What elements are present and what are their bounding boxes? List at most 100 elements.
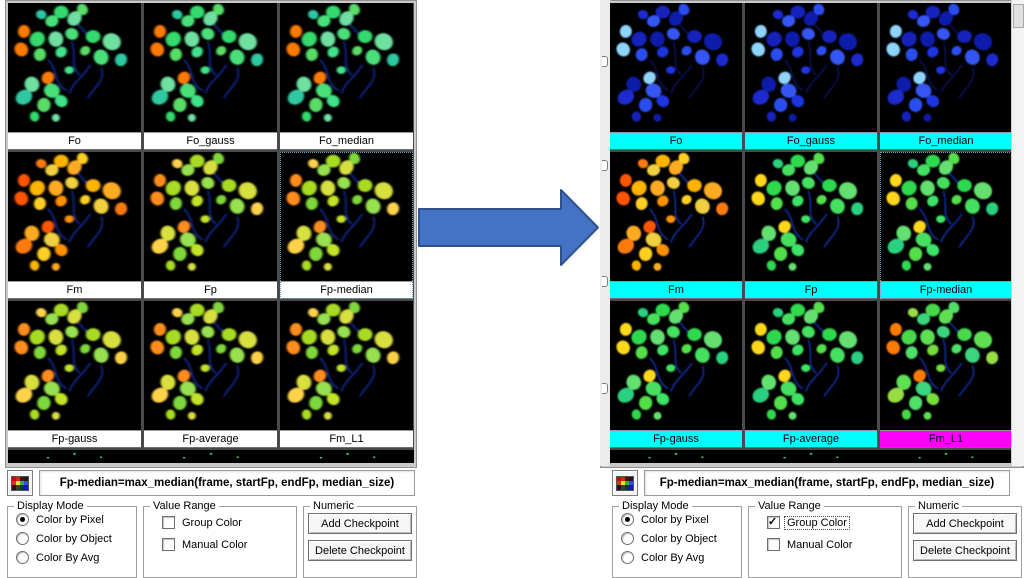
radio-label: Color By Avg: [36, 551, 100, 564]
fluorescence-image[interactable]: [144, 3, 277, 132]
fluorescence-image[interactable]: [745, 3, 877, 132]
colormap-icon-button[interactable]: [612, 470, 638, 496]
image-label: Fo: [610, 132, 742, 150]
clipped-image: [144, 450, 278, 463]
radio-icon[interactable]: [621, 551, 634, 564]
image-cell[interactable]: Fp-gauss: [610, 301, 742, 448]
radio-label: Color by Pixel: [36, 513, 104, 526]
fluorescence-image[interactable]: [880, 301, 1012, 430]
fluorescence-image[interactable]: [8, 3, 141, 132]
fluorescence-image[interactable]: [880, 3, 1012, 132]
image-cell[interactable]: Fo_median: [280, 3, 413, 150]
radio-color-by-object[interactable]: Color by Object: [621, 532, 741, 545]
clipped-image: [745, 450, 877, 463]
fluorescence-image[interactable]: [610, 152, 742, 281]
fluorescence-image[interactable]: [745, 301, 877, 430]
image-label: Fp-median: [280, 281, 413, 299]
fluorescence-image[interactable]: [144, 152, 277, 281]
group-title: Value Range: [150, 500, 219, 512]
image-cell[interactable]: Fo: [610, 3, 742, 150]
image-cell[interactable]: Fp-median: [280, 152, 413, 299]
radio-color-by-pixel[interactable]: Color by Pixel: [16, 513, 136, 526]
fluorescence-image[interactable]: [280, 3, 413, 132]
checkbox-icon[interactable]: [162, 538, 175, 551]
checkbox-group-color[interactable]: Group Color: [767, 515, 901, 530]
image-cell[interactable]: Fp-average: [745, 301, 877, 448]
fluorescence-image[interactable]: [8, 152, 141, 281]
clipped-digit-fragment: [602, 56, 608, 67]
checkbox-icon[interactable]: [767, 515, 780, 529]
image-cell[interactable]: Fp-median: [880, 152, 1012, 299]
image-label: Fm_L1: [880, 430, 1012, 448]
image-cell[interactable]: Fm_L1: [880, 301, 1012, 448]
colormap-icon-button[interactable]: [7, 470, 33, 496]
clipped-image: [280, 450, 414, 463]
image-grid: Fo Fo_gauss Fo_median Fm Fp Fp-median Fp…: [610, 3, 1012, 463]
clipped-image: [610, 450, 742, 463]
checkbox-group-color[interactable]: Group Color: [162, 516, 296, 529]
fluorescence-image[interactable]: [144, 301, 277, 430]
image-label: Fo_gauss: [144, 132, 277, 150]
image-cell[interactable]: Fp: [745, 152, 877, 299]
formula-display: Fp-median=max_median(frame, startFp, end…: [39, 470, 415, 496]
image-label: Fm_L1: [280, 430, 413, 448]
image-cell[interactable]: Fm_L1: [280, 301, 413, 448]
image-cell[interactable]: Fp-average: [144, 301, 277, 448]
radio-icon[interactable]: [621, 532, 634, 545]
checkbox-label: Group Color: [784, 515, 850, 530]
radio-label: Color by Object: [641, 532, 717, 545]
image-matrix-panel-before: Fo Fo_gauss Fo_median Fm Fp Fp-median Fp…: [5, 0, 417, 578]
radio-icon[interactable]: [16, 513, 29, 526]
fluorescence-image[interactable]: [610, 301, 742, 430]
checkbox-manual-color[interactable]: Manual Color: [162, 538, 296, 551]
fluorescence-image[interactable]: [610, 3, 742, 132]
checkbox-icon[interactable]: [767, 538, 780, 551]
group-title: Value Range: [755, 500, 824, 512]
radio-color-by-pixel[interactable]: Color by Pixel: [621, 513, 741, 526]
clipped-next-row: [8, 450, 414, 463]
add-checkpoint-button[interactable]: Add Checkpoint: [913, 513, 1017, 534]
grid-row: Fm Fp Fp-median: [610, 152, 1012, 299]
fluorescence-image[interactable]: [280, 152, 413, 281]
image-cell[interactable]: Fo: [8, 3, 141, 150]
image-cell[interactable]: Fo_median: [880, 3, 1012, 150]
image-grid: Fo Fo_gauss Fo_median Fm Fp Fp-median Fp…: [8, 3, 414, 463]
fluorescence-image[interactable]: [280, 301, 413, 430]
image-cell[interactable]: Fm: [610, 152, 742, 299]
image-cell[interactable]: Fp-gauss: [8, 301, 141, 448]
fluorescence-image[interactable]: [880, 152, 1012, 281]
image-label: Fp-average: [144, 430, 277, 448]
delete-checkpoint-button[interactable]: Delete Checkpoint: [913, 540, 1017, 561]
image-label: Fo: [8, 132, 141, 150]
image-cell[interactable]: Fo_gauss: [745, 3, 877, 150]
radio-icon[interactable]: [621, 513, 634, 526]
clipped-digit-fragment: [602, 383, 608, 394]
image-cell[interactable]: Fm: [8, 152, 141, 299]
vertical-scrollbar[interactable]: [1011, 0, 1024, 466]
radio-color-by-avg[interactable]: Color By Avg: [621, 551, 741, 564]
radio-color-by-avg[interactable]: Color By Avg: [16, 551, 136, 564]
numeric-group: Numeric Add Checkpoint Delete Checkpoint: [908, 500, 1022, 578]
formula-display: Fp-median=max_median(frame, startFp, end…: [644, 470, 1010, 496]
radio-icon[interactable]: [16, 532, 29, 545]
formula-toolbar: Fp-median=max_median(frame, startFp, end…: [7, 470, 415, 496]
fluorescence-image[interactable]: [745, 152, 877, 281]
image-matrix-panel-after: Fo Fo_gauss Fo_median Fm Fp Fp-median Fp…: [600, 0, 1024, 578]
radio-icon[interactable]: [16, 551, 29, 564]
scrollbar-thumb[interactable]: [1013, 4, 1024, 28]
image-cell[interactable]: Fp: [144, 152, 277, 299]
image-label: Fm: [610, 281, 742, 299]
image-cell[interactable]: Fo_gauss: [144, 3, 277, 150]
group-title: Numeric: [915, 500, 962, 512]
fluorescence-image[interactable]: [8, 301, 141, 430]
clipped-image: [880, 450, 1012, 463]
delete-checkpoint-button[interactable]: Delete Checkpoint: [308, 540, 412, 561]
checkbox-icon[interactable]: [162, 516, 175, 529]
group-title: Display Mode: [14, 500, 87, 512]
image-label: Fp-median: [880, 281, 1012, 299]
checkbox-label: Manual Color: [182, 538, 248, 551]
checkbox-manual-color[interactable]: Manual Color: [767, 538, 901, 551]
panel-controls: Fp-median=max_median(frame, startFp, end…: [5, 468, 417, 578]
add-checkpoint-button[interactable]: Add Checkpoint: [308, 513, 412, 534]
radio-color-by-object[interactable]: Color by Object: [16, 532, 136, 545]
